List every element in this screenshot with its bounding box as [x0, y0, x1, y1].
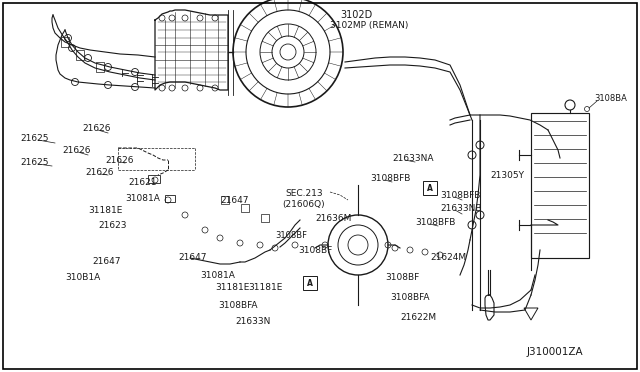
Text: 21622M: 21622M — [400, 314, 436, 323]
Bar — [76, 50, 84, 60]
Text: 21624M: 21624M — [430, 253, 466, 263]
Text: 21636M: 21636M — [315, 214, 351, 222]
Bar — [96, 62, 104, 72]
Text: 21647: 21647 — [178, 253, 207, 263]
Text: 310B1A: 310B1A — [65, 273, 100, 282]
Text: 21626: 21626 — [105, 155, 134, 164]
Text: 3108BFA: 3108BFA — [390, 294, 429, 302]
Text: 31181E: 31181E — [215, 283, 250, 292]
Text: 21633NA: 21633NA — [392, 154, 433, 163]
Bar — [165, 195, 175, 202]
Text: 21625: 21625 — [20, 157, 49, 167]
Text: 3108BFB: 3108BFB — [370, 173, 410, 183]
Text: SEC.213: SEC.213 — [285, 189, 323, 198]
Text: 21633NB: 21633NB — [440, 203, 481, 212]
Text: 21633N: 21633N — [235, 317, 270, 327]
Text: 3102D: 3102D — [340, 10, 372, 20]
Text: 3108BF: 3108BF — [298, 246, 332, 254]
Text: 31081A: 31081A — [200, 270, 235, 279]
Text: 21647: 21647 — [92, 257, 120, 266]
Text: 3108BFB: 3108BFB — [415, 218, 456, 227]
Text: 21623: 21623 — [98, 221, 127, 230]
Text: 21625: 21625 — [20, 134, 49, 142]
Bar — [531, 113, 589, 258]
Text: 3108BF: 3108BF — [385, 273, 419, 282]
Bar — [303, 276, 317, 290]
Text: 21626: 21626 — [82, 124, 111, 132]
Text: 21647: 21647 — [220, 196, 248, 205]
Bar — [148, 175, 160, 183]
Text: 31181E: 31181E — [88, 205, 122, 215]
Text: (21606Q): (21606Q) — [282, 199, 324, 208]
Bar — [241, 204, 249, 212]
Text: 3102MP (REMAN): 3102MP (REMAN) — [330, 20, 408, 29]
Text: A: A — [307, 279, 313, 288]
Text: 3108BFB: 3108BFB — [440, 190, 481, 199]
Text: 21621: 21621 — [128, 177, 157, 186]
Text: 3108BF: 3108BF — [275, 231, 307, 240]
Text: 21626: 21626 — [85, 167, 113, 176]
Text: J310001ZA: J310001ZA — [527, 347, 583, 357]
Bar — [61, 37, 69, 47]
Bar — [423, 181, 437, 195]
Text: 21305Y: 21305Y — [490, 170, 524, 180]
Text: 3108BA: 3108BA — [594, 93, 627, 103]
Bar — [221, 196, 229, 204]
Text: 3108BFA: 3108BFA — [218, 301, 257, 310]
Bar — [261, 214, 269, 222]
Text: 31081A: 31081A — [125, 193, 160, 202]
Text: 21626: 21626 — [62, 145, 90, 154]
Text: A: A — [427, 183, 433, 192]
Text: 31181E: 31181E — [248, 283, 282, 292]
